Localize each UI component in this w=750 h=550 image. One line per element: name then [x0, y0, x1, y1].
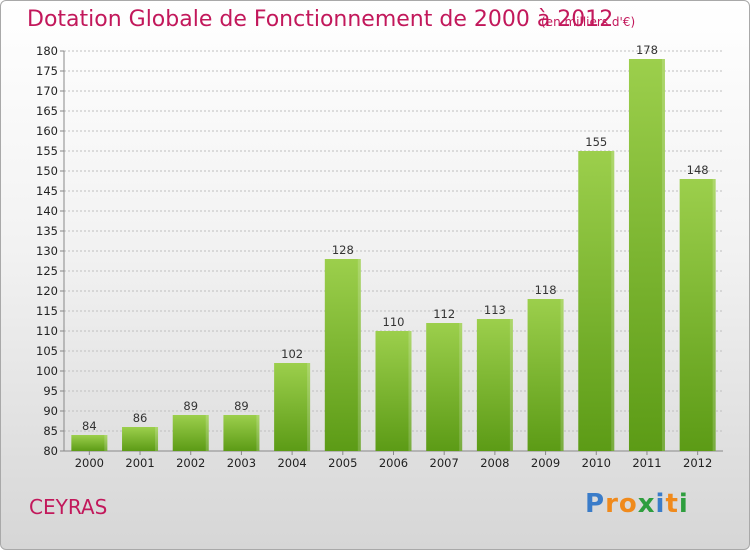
y-tick-label: 125 — [36, 264, 58, 278]
logo-letter: r — [605, 489, 619, 519]
x-tick-label: 2003 — [227, 456, 256, 470]
bar-value-label: 112 — [433, 307, 455, 321]
x-tick-label: 2010 — [582, 456, 611, 470]
y-tick-label: 100 — [36, 364, 58, 378]
bar-value-label: 148 — [687, 163, 709, 177]
bar — [172, 415, 209, 451]
logo-letter: i — [678, 489, 689, 519]
x-tick-label: 2000 — [75, 456, 104, 470]
bar — [375, 331, 412, 451]
y-tick-label: 90 — [43, 404, 58, 418]
y-tick-label: 170 — [36, 84, 58, 98]
bar-value-label: 86 — [133, 411, 148, 425]
y-tick-label: 115 — [36, 304, 58, 318]
bar-highlight — [459, 323, 463, 451]
bar-value-label: 118 — [535, 283, 557, 297]
bar — [476, 319, 513, 451]
bar-value-label: 128 — [332, 243, 354, 257]
x-tick-label: 2009 — [531, 456, 560, 470]
x-tick-label: 2001 — [125, 456, 154, 470]
x-tick-label: 2011 — [632, 456, 661, 470]
x-tick-label: 2002 — [176, 456, 205, 470]
y-tick-label: 180 — [36, 44, 58, 58]
bar-highlight — [509, 319, 513, 451]
bar — [122, 427, 159, 451]
bar — [578, 151, 615, 451]
logo-letter: t — [665, 489, 679, 519]
bar-highlight — [104, 435, 108, 451]
unit-note: (en milliers d'€) — [541, 15, 636, 29]
bar-value-label: 178 — [636, 43, 658, 57]
y-tick-label: 160 — [36, 124, 58, 138]
proxiti-logo: Proxiti — [585, 489, 689, 519]
x-tick-label: 2006 — [379, 456, 408, 470]
bar-highlight — [661, 59, 665, 451]
bar-value-label: 89 — [183, 399, 198, 413]
bar-highlight — [611, 151, 615, 451]
logo-letter: o — [618, 489, 638, 519]
bar-highlight — [205, 415, 209, 451]
y-tick-label: 105 — [36, 344, 58, 358]
bar — [527, 299, 564, 451]
y-tick-label: 110 — [36, 324, 58, 338]
y-tick-label: 150 — [36, 164, 58, 178]
y-tick-label: 95 — [43, 384, 58, 398]
bar-value-label: 155 — [585, 135, 607, 149]
bar — [426, 323, 463, 451]
bar — [324, 259, 361, 451]
bar-value-label: 110 — [383, 315, 405, 329]
bar — [274, 363, 311, 451]
x-tick-label: 2008 — [480, 456, 509, 470]
bar-highlight — [408, 331, 412, 451]
bar — [223, 415, 260, 451]
bar-value-label: 84 — [82, 419, 97, 433]
y-tick-label: 85 — [43, 424, 58, 438]
y-tick-label: 175 — [36, 64, 58, 78]
bar — [71, 435, 108, 451]
y-tick-label: 135 — [36, 224, 58, 238]
y-tick-label: 155 — [36, 144, 58, 158]
chart-title: Dotation Globale de Fonctionnement de 20… — [27, 7, 614, 32]
commune-name: CEYRAS — [29, 495, 108, 519]
bar-value-label: 113 — [484, 303, 506, 317]
logo-letter: i — [655, 489, 666, 519]
bar-highlight — [357, 259, 361, 451]
bar — [628, 59, 665, 451]
x-tick-label: 2004 — [277, 456, 306, 470]
bar-highlight — [560, 299, 564, 451]
x-tick-label: 2012 — [683, 456, 712, 470]
bar — [679, 179, 716, 451]
y-tick-label: 120 — [36, 284, 58, 298]
x-tick-label: 2005 — [328, 456, 357, 470]
logo-letter: x — [637, 489, 656, 519]
y-tick-label: 145 — [36, 184, 58, 198]
bar-highlight — [712, 179, 716, 451]
x-tick-label: 2007 — [430, 456, 459, 470]
bar-highlight — [256, 415, 260, 451]
bar-highlight — [155, 427, 159, 451]
y-tick-label: 140 — [36, 204, 58, 218]
y-tick-label: 80 — [43, 444, 58, 458]
bar-highlight — [307, 363, 311, 451]
y-tick-label: 130 — [36, 244, 58, 258]
y-tick-label: 165 — [36, 104, 58, 118]
logo-letter: P — [585, 489, 606, 519]
bar-value-label: 89 — [234, 399, 249, 413]
bar-value-label: 102 — [281, 347, 303, 361]
